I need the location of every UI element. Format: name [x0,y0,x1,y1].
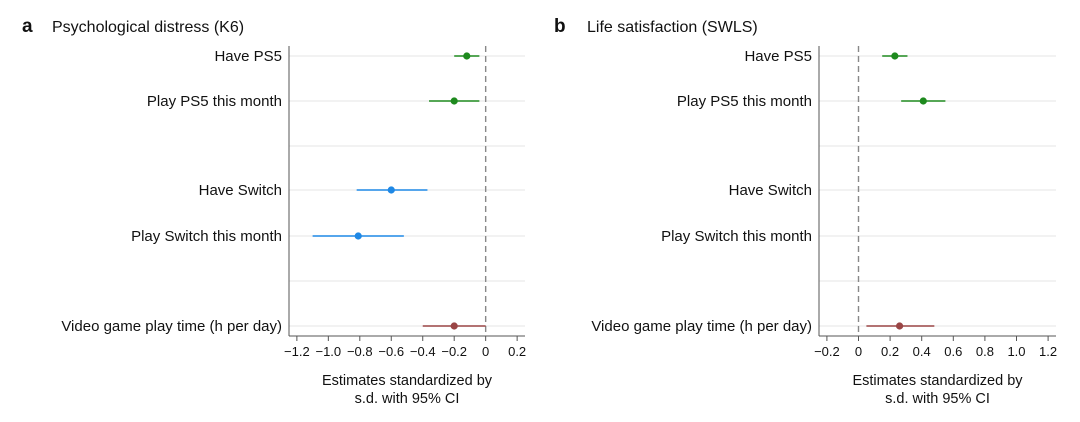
panel-b-row-label: Play Switch this month [661,228,812,245]
panel-a-row-label: Have Switch [199,182,282,199]
panel-a-x-axis-label-line: s.d. with 95% CI [355,391,460,407]
panel-a-point-estimate [387,186,395,194]
panel-a-row-label: Have PS5 [214,48,282,65]
panel-b-x-tick-label: 0.2 [881,344,899,359]
panel-b-title: Life satisfaction (SWLS) [587,19,758,36]
panel-a-point-estimate [463,52,471,60]
panel-a-x-tick-label: −1.2 [284,344,310,359]
panel-b-row-label: Play PS5 this month [677,93,812,110]
panel-b-row-label: Have Switch [729,182,812,199]
panel-a-row-label: Play PS5 this month [147,93,282,110]
panel-b-letter: b [554,16,566,37]
panel-b-x-axis-label-line: Estimates standardized by [852,373,1023,389]
panel-a-x-tick-label: −0.4 [410,344,436,359]
panel-b-x-tick-label: 0 [855,344,862,359]
panel-b-row-label: Have PS5 [744,48,812,65]
panel-a-row-label: Play Switch this month [131,228,282,245]
panel-b-row-label: Video game play time (h per day) [591,318,812,335]
panel-a-point-estimate [450,97,458,105]
panel-b-x-axis-label-line: s.d. with 95% CI [885,391,990,407]
panel-b-x-tick-label: 0.4 [913,344,931,359]
panel-b-x-tick-label: 1.2 [1039,344,1057,359]
panel-a-x-axis-label-line: Estimates standardized by [322,373,493,389]
panel-a-x-tick-label: −0.2 [441,344,467,359]
panel-b-point-estimate [895,322,904,330]
panel-b: b Life satisfaction (SWLS) −0.2 0 0.2 0.4 0.6 0… [554,16,1057,407]
panel-a-point-estimate [450,322,458,330]
panel-a-x-tick-label: −1.0 [315,344,341,359]
panel-a-x-tick-label: 0.2 [508,344,526,359]
panel-a-title: Psychological distress (K6) [52,19,244,36]
panel-b-x-tick-label: 0.8 [976,344,994,359]
panel-b-point-estimate [891,52,899,60]
panel-a: a Psychological distress (K6) −1.2 −1.0 −0.8… [22,16,526,407]
panel-b-x-tick-label: 0.6 [944,344,962,359]
panel-b-x-tick-label: −0.2 [814,344,840,359]
panel-a-row-label: Video game play time (h per day) [61,318,282,335]
panel-a-point-estimate [354,232,362,240]
panel-b-point-estimate [919,97,927,105]
panel-a-x-tick-label: −0.6 [378,344,404,359]
panel-b-x-tick-label: 1.0 [1007,344,1025,359]
panel-a-letter: a [22,16,33,37]
panel-a-x-tick-label: −0.8 [347,344,373,359]
panel-a-x-tick-label: 0 [482,344,489,359]
